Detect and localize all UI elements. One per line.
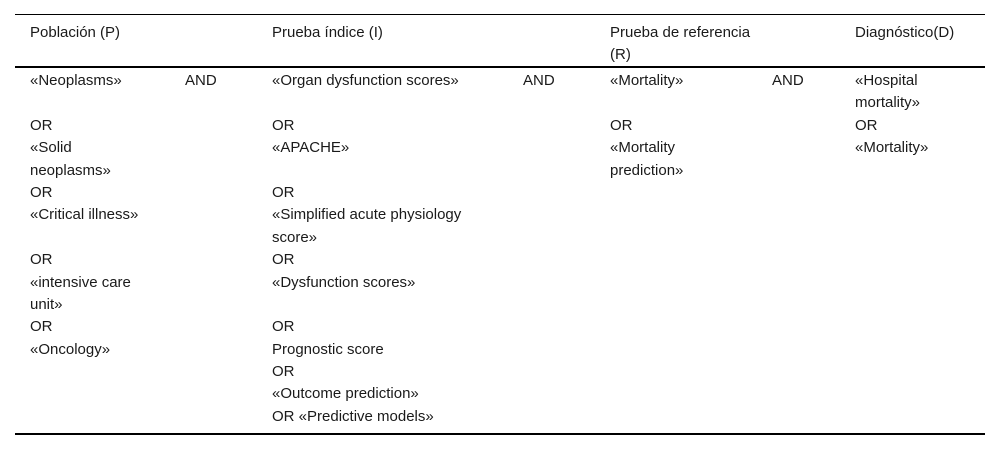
empty-line bbox=[30, 227, 180, 249]
search-term-line: OR bbox=[30, 251, 53, 269]
search-term-line: «Simplified acute physiology bbox=[272, 206, 462, 224]
column-prueba-referencia-terms: «Mortality» OR «Mortality prediction» bbox=[610, 70, 760, 182]
search-term-line: neoplasms» bbox=[30, 161, 111, 179]
column-and-operator-1: AND bbox=[185, 70, 245, 92]
search-term-line: prediction» bbox=[610, 161, 684, 179]
search-term-line: unit» bbox=[30, 295, 63, 313]
column-header-prueba-indice: Prueba índice (I) bbox=[272, 24, 383, 41]
search-term-line: OR bbox=[272, 363, 295, 381]
search-term-line: «Hospital bbox=[855, 72, 918, 89]
search-term-line: OR bbox=[30, 116, 53, 134]
search-term-line: «Outcome prediction» bbox=[272, 385, 419, 403]
column-and-operator-3: AND bbox=[772, 70, 832, 92]
column-header-prueba-referencia: Prueba de referencia (R) bbox=[610, 24, 751, 64]
search-term-line: Prognostic score bbox=[272, 340, 384, 358]
empty-line bbox=[272, 92, 520, 114]
column-poblacion-terms: «Neoplasms» OR «Solid neoplasms» OR «Critical… bbox=[30, 70, 180, 361]
empty-line bbox=[30, 92, 180, 114]
search-term-line: OR bbox=[855, 116, 878, 134]
table-bottom-rule bbox=[15, 433, 985, 435]
search-term-line: «Neoplasms» bbox=[30, 72, 122, 89]
column-prueba-indice-terms: «Organ dysfunction scores» OR «APACHE» OR «S… bbox=[272, 70, 520, 428]
search-term-line: OR bbox=[30, 183, 53, 201]
search-term-line: «Critical illness» bbox=[30, 206, 139, 224]
search-term-line: «Mortality» bbox=[855, 139, 929, 157]
search-term-line: OR bbox=[610, 116, 633, 134]
search-term-line: OR «Predictive models» bbox=[272, 407, 434, 425]
search-term-line: «Dysfunction scores» bbox=[272, 273, 416, 291]
search-term-line: «APACHE» bbox=[272, 139, 350, 157]
column-header-diagnostico: Diagnóstico(D) bbox=[855, 24, 955, 41]
search-term-line: OR bbox=[272, 251, 295, 269]
and-operator: AND bbox=[185, 72, 217, 89]
search-term-line: score» bbox=[272, 228, 318, 246]
search-term-line: «Mortality bbox=[610, 139, 676, 157]
column-header-poblacion: Población (P) bbox=[30, 24, 121, 41]
search-term-line: «intensive care bbox=[30, 273, 131, 291]
column-and-operator-2: AND bbox=[523, 70, 583, 92]
table-header-divider bbox=[15, 66, 985, 68]
column-diagnostico-terms: «Hospital mortality» OR «Mortality» bbox=[855, 70, 985, 160]
search-term-line: OR bbox=[30, 318, 53, 336]
search-term-line: OR bbox=[272, 116, 295, 134]
search-term-line: OR bbox=[272, 318, 295, 336]
search-term-line: «Oncology» bbox=[30, 340, 111, 358]
search-term-line: «Organ dysfunction scores» bbox=[272, 72, 459, 89]
and-operator: AND bbox=[772, 72, 804, 89]
search-term-line: «Solid bbox=[30, 139, 72, 157]
search-term-line: mortality» bbox=[855, 94, 921, 112]
empty-line bbox=[610, 92, 760, 114]
table-top-rule bbox=[15, 14, 985, 15]
search-term-line: OR bbox=[272, 183, 295, 201]
empty-line bbox=[272, 160, 520, 182]
search-term-line: «Mortality» bbox=[610, 72, 684, 89]
and-operator: AND bbox=[523, 72, 555, 89]
empty-line bbox=[272, 294, 520, 316]
